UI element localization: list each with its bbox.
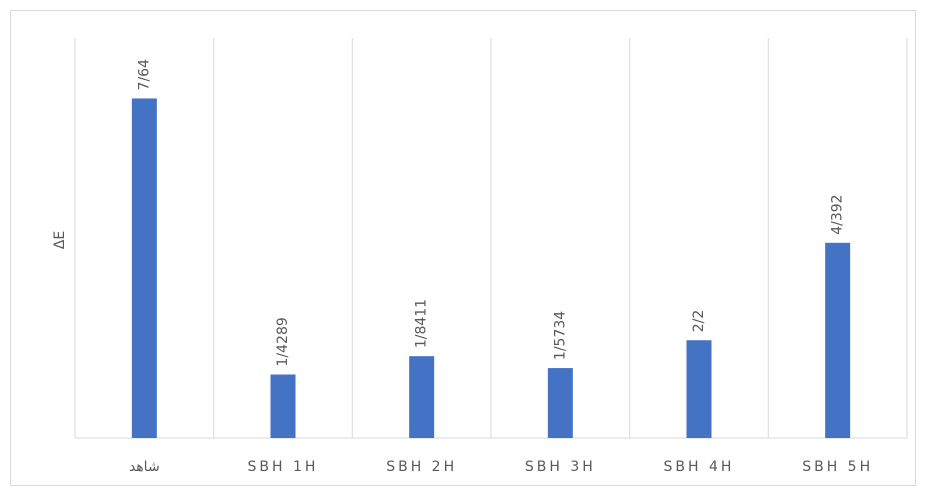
value-label: 7/64 xyxy=(136,59,152,91)
value-label: 1/5734 xyxy=(552,311,568,360)
x-tick-label: SBH 1H xyxy=(248,459,319,475)
value-label: 2/2 xyxy=(691,310,707,333)
bar xyxy=(409,356,435,438)
bar xyxy=(825,242,851,438)
x-tick-label: SBH 5H xyxy=(802,459,873,475)
x-tick-label: SBH 3H xyxy=(525,459,596,475)
value-label: 1/8411 xyxy=(414,299,430,348)
bar xyxy=(270,374,296,438)
value-label: 1/4289 xyxy=(275,317,291,366)
x-tick-label: SBH 2H xyxy=(386,459,457,475)
x-tick-label: SBH 4H xyxy=(664,459,735,475)
bar xyxy=(686,340,712,438)
x-tick-label: شاهد xyxy=(129,459,160,475)
chart-frame xyxy=(10,10,916,486)
y-axis-label: ΔE xyxy=(52,231,68,249)
value-label: 4/392 xyxy=(830,194,846,234)
bar xyxy=(131,98,157,438)
bar xyxy=(547,368,573,438)
